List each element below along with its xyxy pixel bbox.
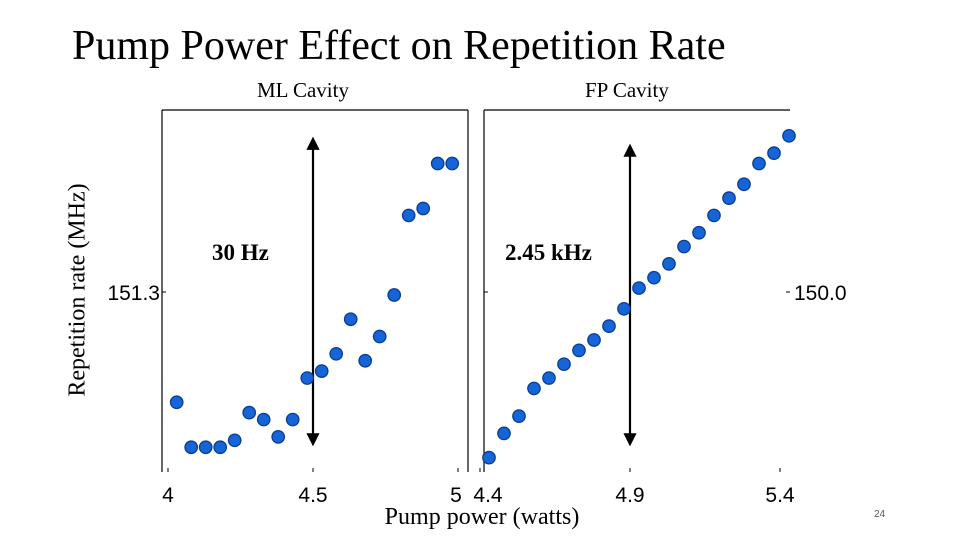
fp-data-point-14 [692, 225, 706, 240]
fp-data-point-11 [647, 270, 661, 285]
fp-data-point-0 [482, 450, 496, 465]
ml-y-tick-label: 151.3 [107, 282, 160, 305]
ml-data-point-13 [358, 353, 373, 368]
fp-data-point-13 [677, 239, 691, 254]
fp-data-point-20 [782, 128, 796, 143]
ml-data-point-0 [169, 395, 184, 410]
ml-data-point-5 [242, 405, 257, 420]
ml-data-point-12 [343, 312, 358, 327]
ml-data-point-8 [285, 412, 300, 427]
fp-data-point-9 [617, 301, 631, 316]
fp-data-point-19 [767, 146, 781, 160]
ml-data-point-3 [213, 440, 228, 455]
fp-data-point-10 [632, 281, 646, 295]
fp-annotation: 2.45 kHz [505, 240, 592, 265]
ml-cavity-title: ML Cavity [257, 78, 349, 102]
page-number: 24 [874, 509, 886, 520]
ml-data-point-14 [372, 329, 387, 344]
fp-data-point-3 [527, 381, 541, 396]
ml-data-point-2 [198, 440, 213, 455]
slide-title: Pump Power Effect on Repetition Rate [72, 23, 726, 69]
ml-data-point-18 [430, 156, 445, 171]
ml-data-point-10 [314, 364, 329, 378]
ml-data-point-6 [256, 412, 271, 427]
fp-y-tick-label: 150.0 [794, 282, 847, 305]
fp-data-point-18 [752, 156, 766, 171]
fp-data-point-8 [602, 319, 616, 333]
fp-x-tick-label-1: 4.9 [615, 484, 644, 507]
fp-data-point-7 [587, 333, 601, 347]
fp-cavity-title: FP Cavity [585, 78, 669, 102]
ml-x-tick-label-0: 4 [162, 484, 174, 507]
fp-data-point-16 [722, 191, 736, 205]
fp-data-point-4 [542, 371, 556, 385]
ml-data-point-11 [329, 346, 344, 361]
ml-x-tick-label-2: 5 [450, 484, 462, 507]
fp-data-point-12 [662, 257, 676, 271]
fp-x-tick-label-2: 5.4 [765, 484, 795, 507]
fp-data-point-17 [737, 177, 751, 192]
ml-data-point-7 [271, 430, 286, 444]
ml-data-point-19 [445, 156, 460, 171]
fp-x-tick-label-0: 4.4 [473, 484, 503, 507]
fp-data-point-15 [707, 208, 721, 223]
ml-data-point-4 [227, 433, 242, 448]
fp-data-point-2 [512, 409, 526, 423]
ml-x-tick-label-1: 4.5 [298, 484, 327, 507]
ml-data-point-1 [184, 440, 199, 455]
ml-data-point-16 [401, 208, 416, 223]
ml-data-point-17 [416, 201, 431, 216]
x-axis-label: Pump power (watts) [384, 504, 580, 530]
fp-data-point-6 [572, 343, 586, 358]
fp-data-point-5 [557, 357, 571, 372]
ml-data-point-15 [387, 288, 402, 302]
ml-data-point-9 [300, 371, 315, 385]
fp-data-point-1 [497, 426, 511, 441]
ml-annotation: 30 Hz [212, 240, 269, 265]
